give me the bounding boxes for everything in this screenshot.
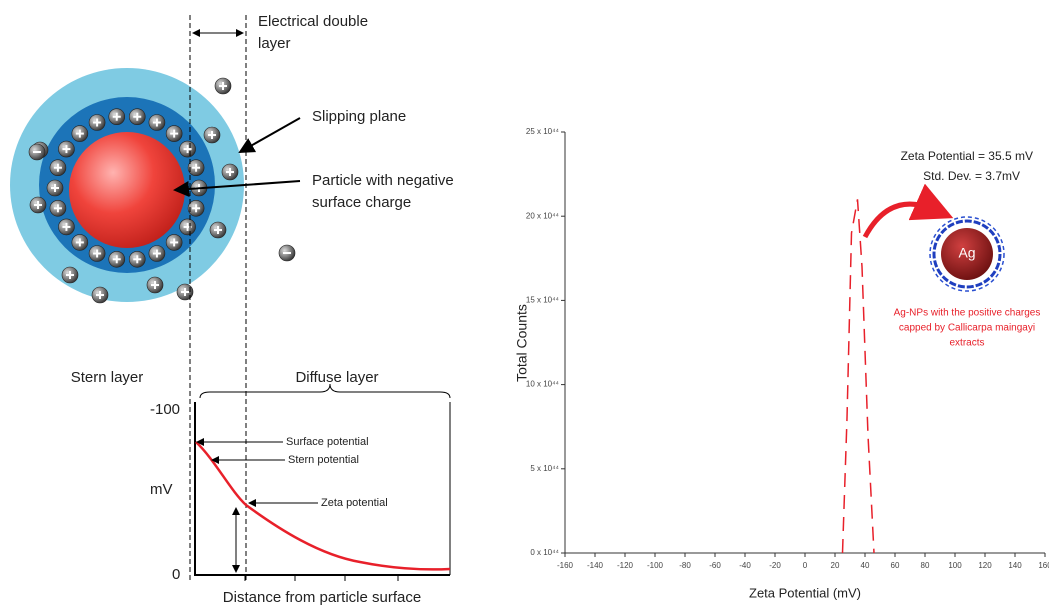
ion — [180, 141, 196, 157]
annotation: Std. Dev. = 3.7mV — [923, 169, 1020, 183]
ion — [166, 126, 182, 142]
zeta-chart: Total Counts Zeta Potential (mV) Zeta Po… — [514, 127, 1049, 600]
axis-label: 0 — [172, 566, 180, 583]
ion — [149, 115, 165, 131]
ion — [30, 197, 46, 213]
x-tick-label: -120 — [617, 561, 634, 570]
x-tick-label: -80 — [679, 561, 691, 570]
ion — [215, 78, 231, 94]
ion — [72, 126, 88, 142]
x-tick-label: 0 — [803, 561, 808, 570]
y-tick-label: 25 x 10⁴⁴ — [526, 127, 560, 136]
label: Electrical double — [258, 13, 368, 30]
axis-label: -100 — [150, 401, 180, 418]
brace — [200, 384, 450, 398]
label: Stern layer — [71, 369, 144, 386]
ion — [72, 234, 88, 250]
x-tick-label: -40 — [739, 561, 751, 570]
ion — [177, 284, 193, 300]
x-tick-label: 80 — [921, 561, 930, 570]
x-tick-label: 20 — [831, 561, 840, 570]
figure: Electrical double layer Slipping plane P… — [0, 0, 1049, 607]
ion — [147, 277, 163, 293]
x-tick-label: -140 — [587, 561, 604, 570]
x-tick-label: 160 — [1038, 561, 1049, 570]
ion — [109, 251, 125, 267]
label: Diffuse layer — [295, 369, 378, 386]
x-tick-label: 140 — [1008, 561, 1022, 570]
x-tick-label: 120 — [978, 561, 992, 570]
inset-caption: extracts — [949, 338, 984, 349]
x-tick-label: 60 — [891, 561, 900, 570]
label: Zeta potential — [321, 497, 388, 509]
ion — [50, 160, 66, 176]
ion — [222, 164, 238, 180]
double-layer-diagram: Electrical double layer Slipping plane P… — [10, 13, 454, 606]
ion — [204, 127, 220, 143]
annotation: Zeta Potential = 35.5 mV — [901, 149, 1033, 163]
ion — [89, 245, 105, 261]
x-axis-label: Zeta Potential (mV) — [749, 585, 861, 600]
inset-arrow — [865, 204, 935, 237]
x-tick-label: -100 — [647, 561, 664, 570]
ion — [58, 141, 74, 157]
y-tick-label: 5 x 10⁴⁴ — [530, 464, 559, 473]
ion — [279, 245, 295, 261]
particle — [69, 132, 185, 248]
y-tick-label: 0 x 10⁴⁴ — [530, 548, 559, 557]
label: layer — [258, 35, 291, 52]
y-tick-label: 15 x 10⁴⁴ — [526, 296, 560, 305]
ion — [210, 222, 226, 238]
ion — [58, 219, 74, 235]
ion — [89, 115, 105, 131]
label: Stern potential — [288, 454, 359, 466]
ion — [50, 200, 66, 216]
ion — [47, 180, 63, 196]
ion — [29, 144, 45, 160]
y-tick-label: 20 x 10⁴⁴ — [526, 211, 560, 220]
x-tick-label: 100 — [948, 561, 962, 570]
label: Slipping plane — [312, 108, 406, 125]
pointer — [240, 118, 300, 152]
ion — [129, 109, 145, 125]
x-tick-label: 40 — [861, 561, 870, 570]
x-tick-label: -60 — [709, 561, 721, 570]
inset-caption: capped by Callicarpa maingayi — [899, 323, 1035, 334]
ion — [180, 219, 196, 235]
inset-label: Ag — [958, 245, 975, 261]
axis-label: Distance from particle surface — [223, 589, 421, 606]
axis-label: mV — [150, 481, 173, 498]
label: surface charge — [312, 194, 411, 211]
y-tick-label: 10 x 10⁴⁴ — [526, 380, 560, 389]
ion — [62, 267, 78, 283]
ion — [166, 234, 182, 250]
label: Surface potential — [286, 436, 369, 448]
x-tick-label: -20 — [769, 561, 781, 570]
ion — [109, 109, 125, 125]
y-axis-label: Total Counts — [514, 304, 530, 382]
data-line — [843, 199, 875, 553]
x-tick-label: -160 — [557, 561, 574, 570]
ion — [92, 287, 108, 303]
ion — [129, 251, 145, 267]
inset-caption: Ag-NPs with the positive charges — [894, 308, 1041, 319]
ion — [149, 245, 165, 261]
label: Particle with negative — [312, 172, 454, 189]
